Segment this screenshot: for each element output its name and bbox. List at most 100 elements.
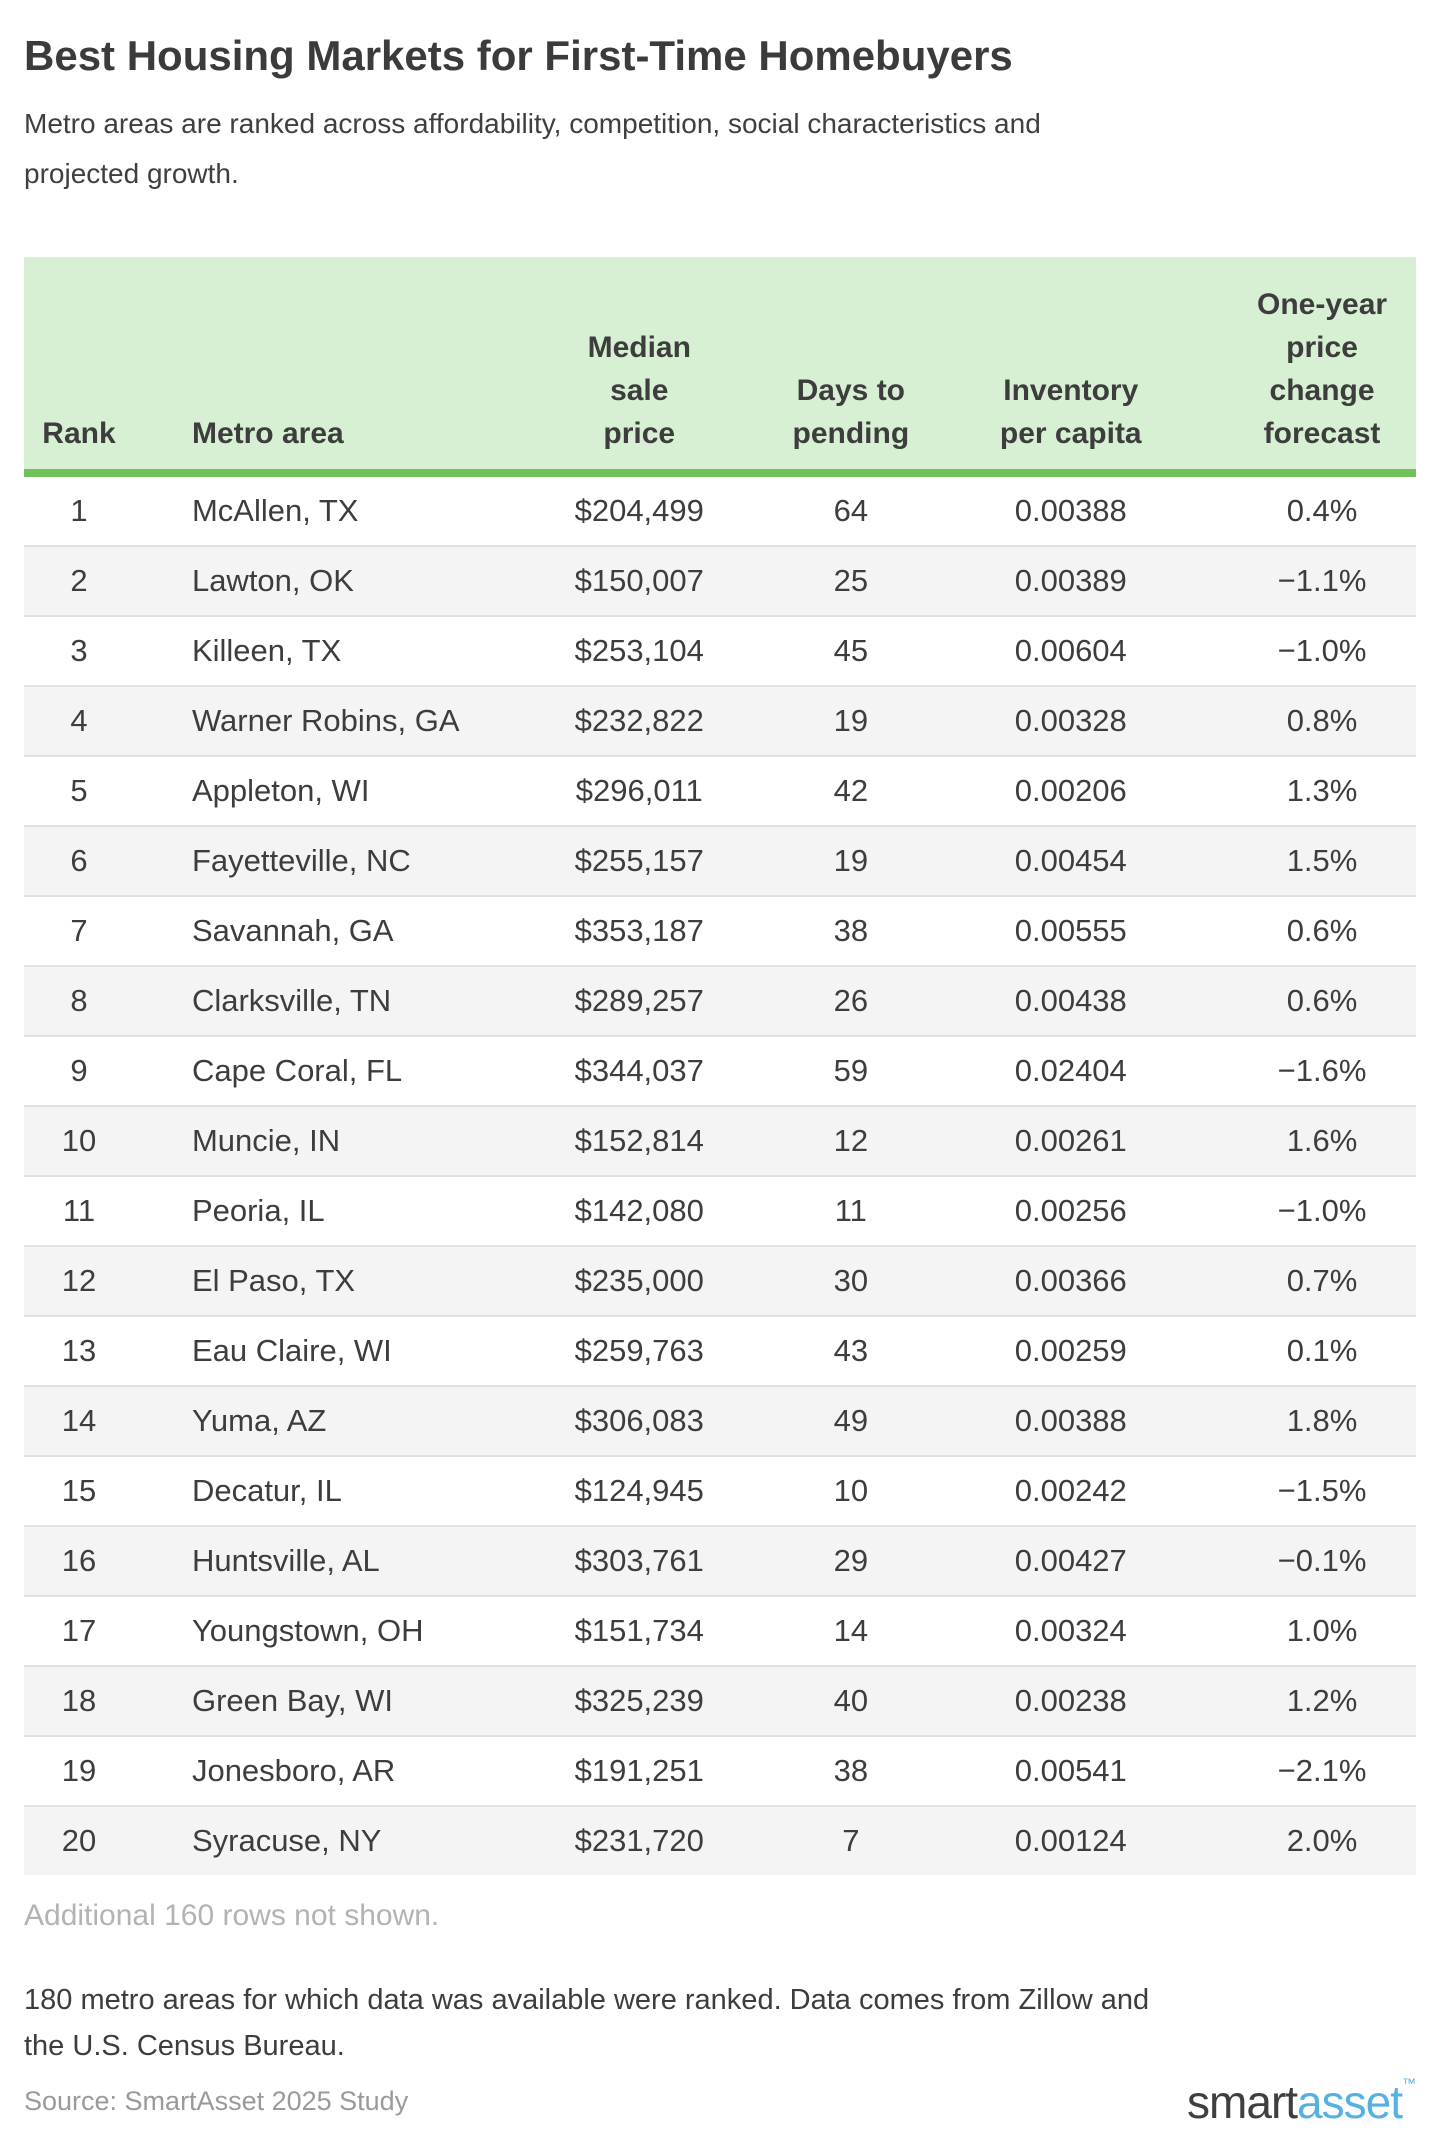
cell-days-to-pending: 10: [788, 1454, 914, 1526]
cell-days-to-pending: 64: [833, 492, 869, 528]
cell-metro-area: Fayetteville, NC: [133, 824, 491, 896]
cell-median-sale-price: $151,734: [490, 1594, 789, 1666]
cell-metro-area: Youngstown, OH: [133, 1594, 491, 1666]
cell-inventory-per-capita: 0.00454: [913, 824, 1229, 896]
source-note: Source: SmartAsset 2025 Study: [24, 2086, 409, 2116]
cell-median-sale-price: $353,187: [490, 894, 789, 966]
cell-days-to-pending: 7: [788, 1804, 914, 1875]
methodology-line-1: 180 metro areas for which data was avail…: [24, 1983, 1150, 2016]
cell-price-change-forecast: −1.5%: [1228, 1454, 1416, 1526]
cell-rank: 15: [24, 1454, 134, 1526]
cell-metro-area: Yuma, AZ: [133, 1384, 491, 1456]
cell-rank: 16: [24, 1524, 134, 1596]
cell-price-change-forecast: −0.1%: [1228, 1524, 1416, 1596]
cell-price-change-forecast: 0.6%: [1228, 964, 1416, 1036]
column-header-line: pending: [792, 416, 910, 450]
cell-metro-area: El Paso, TX: [133, 1244, 491, 1316]
cell-median-sale-price: $289,257: [490, 964, 789, 1036]
cell-median-sale-price: $325,239: [490, 1664, 789, 1736]
cell-days-to-pending: 43: [788, 1314, 914, 1386]
cell-price-change-forecast: −1.6%: [1228, 1034, 1416, 1106]
column-header-line: price: [603, 416, 676, 450]
table-row: 1 McAllen, TX $204,499 64 0.00388 0.4%: [24, 473, 1416, 546]
cell-inventory-per-capita: 0.02404: [913, 1034, 1229, 1106]
cell-price-change-forecast: 0.4%: [1286, 492, 1358, 528]
table-row: 18 Green Bay, WI $325,239 40 0.00238 1.2%: [24, 1664, 1416, 1736]
table-row: 11 Peoria, IL $142,080 11 0.00256 −1.0%: [24, 1174, 1416, 1246]
column-header-days-to-pending: Days to pending: [788, 256, 914, 477]
cell-median-sale-price: $142,080: [490, 1174, 789, 1246]
cell-rank: 19: [24, 1734, 134, 1806]
cell-rank: 13: [24, 1314, 134, 1386]
cell-rank: 8: [24, 964, 134, 1036]
cell-inventory-per-capita: 0.00328: [913, 684, 1229, 756]
cell-inventory-per-capita: 0.00242: [913, 1454, 1229, 1526]
column-header-line: per capita: [999, 416, 1142, 450]
cell-rank: 14: [24, 1384, 134, 1456]
cell-rank: 18: [24, 1664, 134, 1736]
cell-inventory-per-capita: 0.00389: [913, 544, 1229, 616]
cell-inventory-per-capita: 0.00427: [913, 1524, 1229, 1596]
table-row: 3 Killeen, TX $253,104 45 0.00604 −1.0%: [24, 614, 1416, 686]
cell-days-to-pending: 38: [788, 894, 914, 966]
cell-rank: 3: [24, 614, 134, 686]
column-header-line: forecast: [1263, 416, 1381, 450]
cell-price-change-forecast: −1.1%: [1228, 544, 1416, 616]
cell-metro-area: Clarksville, TN: [133, 964, 491, 1036]
cell-rank: 9: [24, 1034, 134, 1106]
infographic: Best Housing Markets for First-Time Home…: [0, 30, 1440, 2129]
cell-price-change-forecast: 1.6%: [1228, 1104, 1416, 1176]
cell-median-sale-price: $150,007: [490, 544, 789, 616]
table-header-row: Rank Metro area Median sale price Days to pend…: [24, 256, 1416, 477]
cell-price-change-forecast: 1.5%: [1228, 824, 1416, 896]
column-header-line: change: [1269, 373, 1375, 407]
table-row: 10 Muncie, IN $152,814 12 0.00261 1.6%: [24, 1104, 1416, 1176]
cell-metro-area: Syracuse, NY: [133, 1804, 491, 1875]
table-row: 8 Clarksville, TN $289,257 26 0.00438 0.6%: [24, 964, 1416, 1036]
cell-days-to-pending: 45: [788, 614, 914, 686]
logo-smart-text: smart: [1187, 2075, 1298, 2128]
cell-median-sale-price: $259,763: [490, 1314, 789, 1386]
cell-inventory-per-capita: 0.00604: [913, 614, 1229, 686]
cell-metro-area: Huntsville, AL: [133, 1524, 491, 1596]
cell-metro-area: Jonesboro, AR: [133, 1734, 491, 1806]
table-row: 2 Lawton, OK $150,007 25 0.00389 −1.1%: [24, 544, 1416, 616]
cell-median-sale-price: $235,000: [490, 1244, 789, 1316]
table-row: 17 Youngstown, OH $151,734 14 0.00324 1.0%: [24, 1594, 1416, 1666]
cell-rank: 1: [70, 492, 88, 528]
cell-price-change-forecast: 1.0%: [1228, 1594, 1416, 1666]
cell-price-change-forecast: 0.1%: [1228, 1314, 1416, 1386]
page-subtitle: Metro areas are ranked across affordabil…: [24, 99, 1416, 199]
cell-days-to-pending: 29: [788, 1524, 914, 1596]
cell-inventory-per-capita: 0.00206: [913, 754, 1229, 826]
bottom-row: Source: SmartAsset 2025 Study smartasset…: [24, 2075, 1416, 2129]
cell-metro-area: Warner Robins, GA: [133, 684, 491, 756]
cell-median-sale-price: $306,083: [490, 1384, 789, 1456]
column-header-rank: Rank: [24, 256, 134, 477]
table-row: 19 Jonesboro, AR $191,251 38 0.00541 −2.1%: [24, 1734, 1416, 1806]
cell-median-sale-price: $253,104: [490, 614, 789, 686]
table-row: 13 Eau Claire, WI $259,763 43 0.00259 0.1%: [24, 1314, 1416, 1386]
column-header-line: Days to: [796, 373, 906, 407]
column-header-median-sale-price: Median sale price: [490, 256, 789, 477]
cell-rank: 5: [24, 754, 134, 826]
cell-days-to-pending: 11: [788, 1174, 914, 1246]
cell-median-sale-price: $204,499: [574, 492, 704, 528]
cell-metro-area: Cape Coral, FL: [133, 1034, 491, 1106]
cell-metro-area: Lawton, OK: [133, 544, 491, 616]
cell-metro-area: Appleton, WI: [133, 754, 491, 826]
cell-rank: 10: [24, 1104, 134, 1176]
methodology-note: 180 metro areas for which data was avail…: [24, 1977, 1416, 2069]
cell-days-to-pending: 59: [788, 1034, 914, 1106]
cell-inventory-per-capita: 0.00555: [913, 894, 1229, 966]
cell-price-change-forecast: −1.0%: [1228, 1174, 1416, 1246]
cell-days-to-pending: 12: [788, 1104, 914, 1176]
cell-inventory-per-capita: 0.00388: [913, 1384, 1229, 1456]
column-header-line: Metro area: [191, 416, 344, 450]
cell-metro-area: Peoria, IL: [133, 1174, 491, 1246]
cell-price-change-forecast: 1.8%: [1228, 1384, 1416, 1456]
trademark-symbol: ™: [1402, 2074, 1416, 2091]
table-row: 15 Decatur, IL $124,945 10 0.00242 −1.5%: [24, 1454, 1416, 1526]
cell-rank: 12: [24, 1244, 134, 1316]
table-row: 12 El Paso, TX $235,000 30 0.00366 0.7%: [24, 1244, 1416, 1316]
